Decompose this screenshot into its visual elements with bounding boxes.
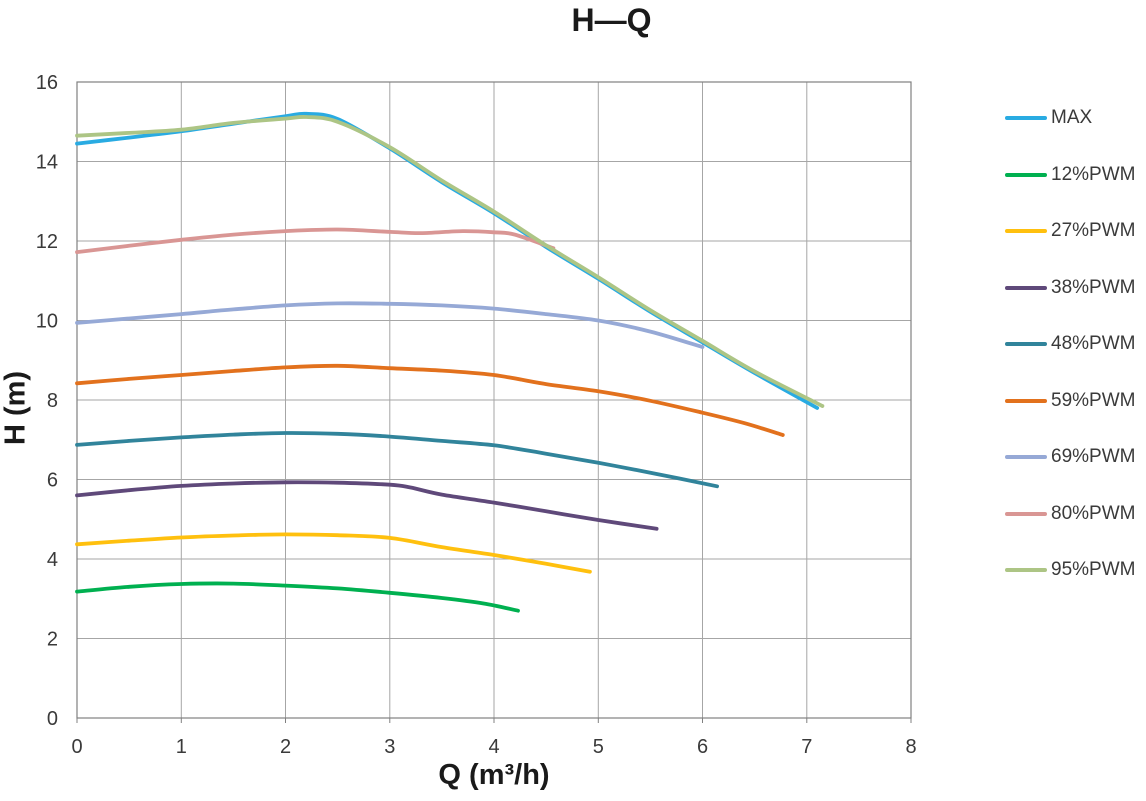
x-tick-label: 1 (176, 736, 187, 758)
x-tick-label: 5 (593, 736, 604, 758)
legend-label-max: MAX (1051, 107, 1093, 128)
legend-swatch-80-pwm (1005, 511, 1047, 516)
legend-label-69-pwm: 69%PWM (1051, 446, 1136, 467)
legend-item-38-pwm: 38%PWM (1005, 276, 1135, 300)
curve-80-pwm (75, 227, 556, 254)
legend-item-max: MAX (1005, 106, 1135, 130)
curve-38-pwm (75, 480, 659, 531)
y-tick-label: 2 (47, 629, 58, 651)
x-tick-label: 8 (905, 736, 916, 758)
y-tick-label: 12 (36, 231, 58, 253)
curve-95-pwm (75, 114, 825, 408)
curve-max (75, 111, 820, 410)
legend-swatch-12-pwm (1005, 172, 1047, 177)
legend-item-80-pwm: 80%PWM (1005, 502, 1135, 526)
y-tick-label: 0 (47, 708, 58, 730)
curve-59-pwm (75, 363, 785, 437)
y-tick-label: 10 (36, 311, 58, 333)
y-tick-label: 8 (47, 390, 58, 412)
legend-swatch-69-pwm (1005, 455, 1047, 459)
legend-label-59-pwm: 59%PWM (1051, 389, 1136, 411)
legend-label-95-pwm: 95%PWM (1051, 559, 1136, 580)
x-tick-label: 2 (280, 736, 291, 758)
legend-label-48-pwm: 48%PWM (1051, 333, 1136, 354)
legend-swatch-max (1005, 116, 1047, 120)
y-tick-label: 4 (47, 549, 58, 571)
x-tick-label: 6 (697, 736, 708, 758)
legend: MAX 12%PWM 27%PWM 38%PWM 48%PWM 59%PWM 69%PWM 8… (1005, 106, 1135, 615)
legend-swatch-59-pwm (1005, 398, 1047, 403)
legend-item-59-pwm: 59%PWM (1005, 389, 1135, 413)
x-tick-label: 0 (71, 736, 82, 758)
curve-48-pwm (75, 431, 719, 489)
legend-label-27-pwm: 27%PWM (1051, 220, 1136, 241)
y-tick-label: 14 (36, 152, 58, 174)
x-tick-label: 7 (801, 736, 812, 758)
legend-swatch-48-pwm (1005, 342, 1047, 346)
legend-swatch-95-pwm (1005, 568, 1047, 572)
legend-swatch-27-pwm (1005, 229, 1047, 233)
legend-label-12-pwm: 12%PWM (1051, 163, 1136, 185)
legend-label-80-pwm: 80%PWM (1051, 502, 1136, 524)
chart-title: H—Q (571, 2, 652, 38)
legend-item-69-pwm: 69%PWM (1005, 445, 1135, 469)
y-tick-label: 6 (47, 470, 58, 492)
x-tick-label: 3 (384, 736, 395, 758)
legend-swatch-38-pwm (1005, 285, 1047, 290)
x-axis-label: Q (m³/h) (438, 759, 550, 791)
legend-item-95-pwm: 95%PWM (1005, 558, 1135, 582)
y-tick-label: 16 (36, 72, 58, 94)
legend-label-38-pwm: 38%PWM (1051, 276, 1136, 298)
curve-27-pwm (75, 532, 592, 574)
curve-12-pwm (75, 581, 520, 613)
legend-item-27-pwm: 27%PWM (1005, 219, 1135, 243)
legend-item-12-pwm: 12%PWM (1005, 163, 1135, 187)
x-tick-label: 4 (488, 736, 499, 758)
legend-item-48-pwm: 48%PWM (1005, 332, 1135, 356)
plot-frame (76, 81, 912, 719)
curve-69-pwm (75, 301, 705, 349)
